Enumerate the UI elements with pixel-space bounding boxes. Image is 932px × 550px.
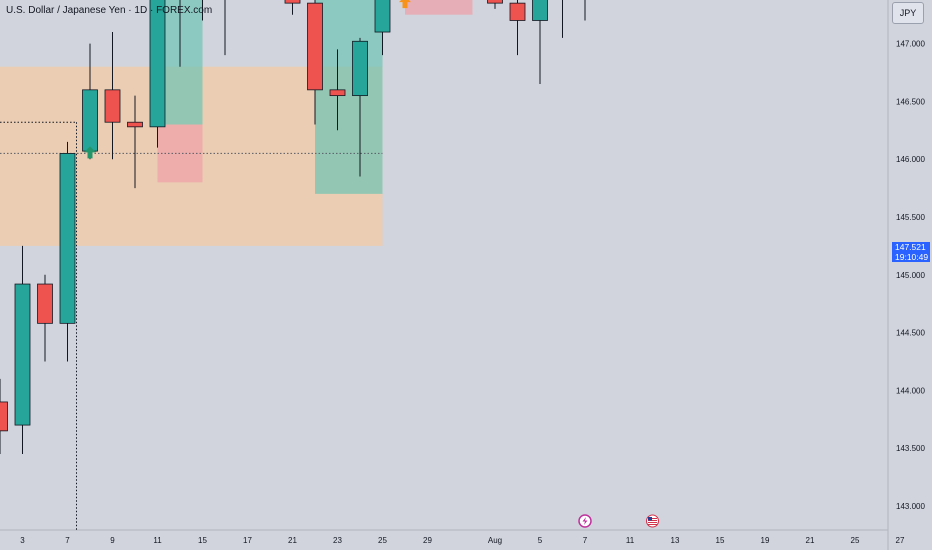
time-tick-label: 11 [153, 536, 162, 545]
time-tick-label: 17 [243, 536, 252, 545]
time-tick-label: 23 [333, 536, 342, 545]
time-axis[interactable]: 3 7 9 11 15 17 21 23 25 29 Aug 5 7 11 13 15 19 21 25 27 [20, 536, 905, 545]
candle-2 [37, 274, 53, 362]
bearish-candle-body [307, 2, 323, 91]
bearish-candle-body [0, 401, 8, 432]
candle-24 [532, 0, 548, 85]
candle-5 [104, 32, 121, 160]
zone-green-5 [315, 0, 383, 194]
candle-10 [224, 0, 226, 56]
time-tick-label: 27 [896, 536, 905, 545]
earnings-icon[interactable] [578, 514, 592, 528]
time-tick-label: 29 [423, 536, 432, 545]
bullish-candle-body [532, 0, 548, 21]
time-tick-label: Aug [488, 536, 502, 545]
flag-stripe [648, 520, 657, 521]
candle-13 [284, 0, 301, 15]
bearish-candle-body [104, 89, 121, 123]
time-tick-label: 9 [110, 536, 115, 545]
candle-22 [487, 0, 503, 9]
flag-stripe [648, 518, 657, 519]
candle-15 [329, 49, 346, 131]
currency-button[interactable]: JPY [892, 2, 924, 24]
time-tick-label: 3 [20, 536, 25, 545]
price-tick-label: 145.500 [896, 213, 925, 222]
bullish-candle-body [59, 153, 76, 324]
lightning-icon [582, 517, 588, 525]
candle-16 [352, 37, 368, 177]
candle-1 [14, 245, 31, 454]
price-tick-label: 145.000 [896, 271, 925, 280]
candle-17 [374, 0, 391, 56]
time-tick-label: 25 [378, 536, 387, 545]
time-tick-label: 19 [761, 536, 770, 545]
bearish-candle-body [284, 0, 301, 4]
price-tick-label: 143.500 [896, 444, 925, 453]
price-tick-label: 144.000 [896, 386, 925, 395]
bullish-candle-body [82, 89, 98, 152]
time-tick-label: 11 [626, 536, 635, 545]
bearish-candle-body [487, 0, 503, 4]
price-tick-label: 143.000 [896, 502, 925, 511]
candles [0, 0, 586, 454]
time-tick-label: 25 [851, 536, 860, 545]
flag-stripe [648, 524, 657, 525]
bullish-candle-body [14, 283, 31, 426]
arrow-up-green-icon [84, 146, 96, 159]
candle-7 [149, 0, 166, 148]
time-tick-label: 5 [538, 536, 543, 545]
price-tick-label: 147.000 [896, 40, 925, 49]
bullish-candle-body [352, 40, 368, 97]
time-tick-label: 15 [716, 536, 725, 545]
flag-stripe [648, 522, 657, 523]
bearish-candle-body [329, 89, 346, 97]
bearish-candle-body [127, 121, 143, 128]
candle-8 [179, 0, 181, 67]
bearish-candle-body [509, 2, 526, 21]
symbol-title: U.S. Dollar / Japanese Yen · 1D · FOREX.… [6, 5, 213, 16]
candle-23 [509, 0, 526, 56]
time-tick-label: 21 [806, 536, 815, 545]
time-tick-label: 15 [198, 536, 207, 545]
time-tick-label: 21 [288, 536, 297, 545]
bearish-candle-body [37, 283, 53, 324]
time-tick-label: 7 [65, 536, 70, 545]
arrow-up-orange-icon [399, 0, 411, 9]
candle-4 [82, 43, 98, 160]
bullish-candle-body [374, 0, 391, 33]
time-tick-label: 13 [671, 536, 680, 545]
flag-canton [648, 517, 652, 521]
time-tick-label: 7 [583, 536, 588, 545]
candle-14 [307, 0, 323, 125]
signal-arrows [84, 0, 411, 159]
candle-3 [59, 141, 76, 362]
candle-0 [0, 378, 8, 454]
price-tick-label: 146.000 [896, 155, 925, 164]
price-tick-label: 144.500 [896, 329, 925, 338]
bullish-candle-body [149, 0, 166, 128]
price-tick-label: 146.500 [896, 97, 925, 106]
last-price-tag: 147.521 19:10:49 [892, 242, 930, 262]
event-icons[interactable] [578, 514, 659, 528]
bar-countdown: 19:10:49 [895, 252, 929, 262]
zone-red-7 [405, 0, 473, 15]
candle-6 [127, 95, 143, 189]
grid [0, 0, 889, 550]
candle-25 [562, 0, 563, 38]
last-price-value: 147.521 [895, 242, 926, 252]
candle-26 [584, 0, 586, 21]
us-flag-icon[interactable] [646, 514, 659, 528]
price-axis[interactable]: 143.000 143.500 144.000 144.500 145.000 145.5… [896, 0, 925, 511]
